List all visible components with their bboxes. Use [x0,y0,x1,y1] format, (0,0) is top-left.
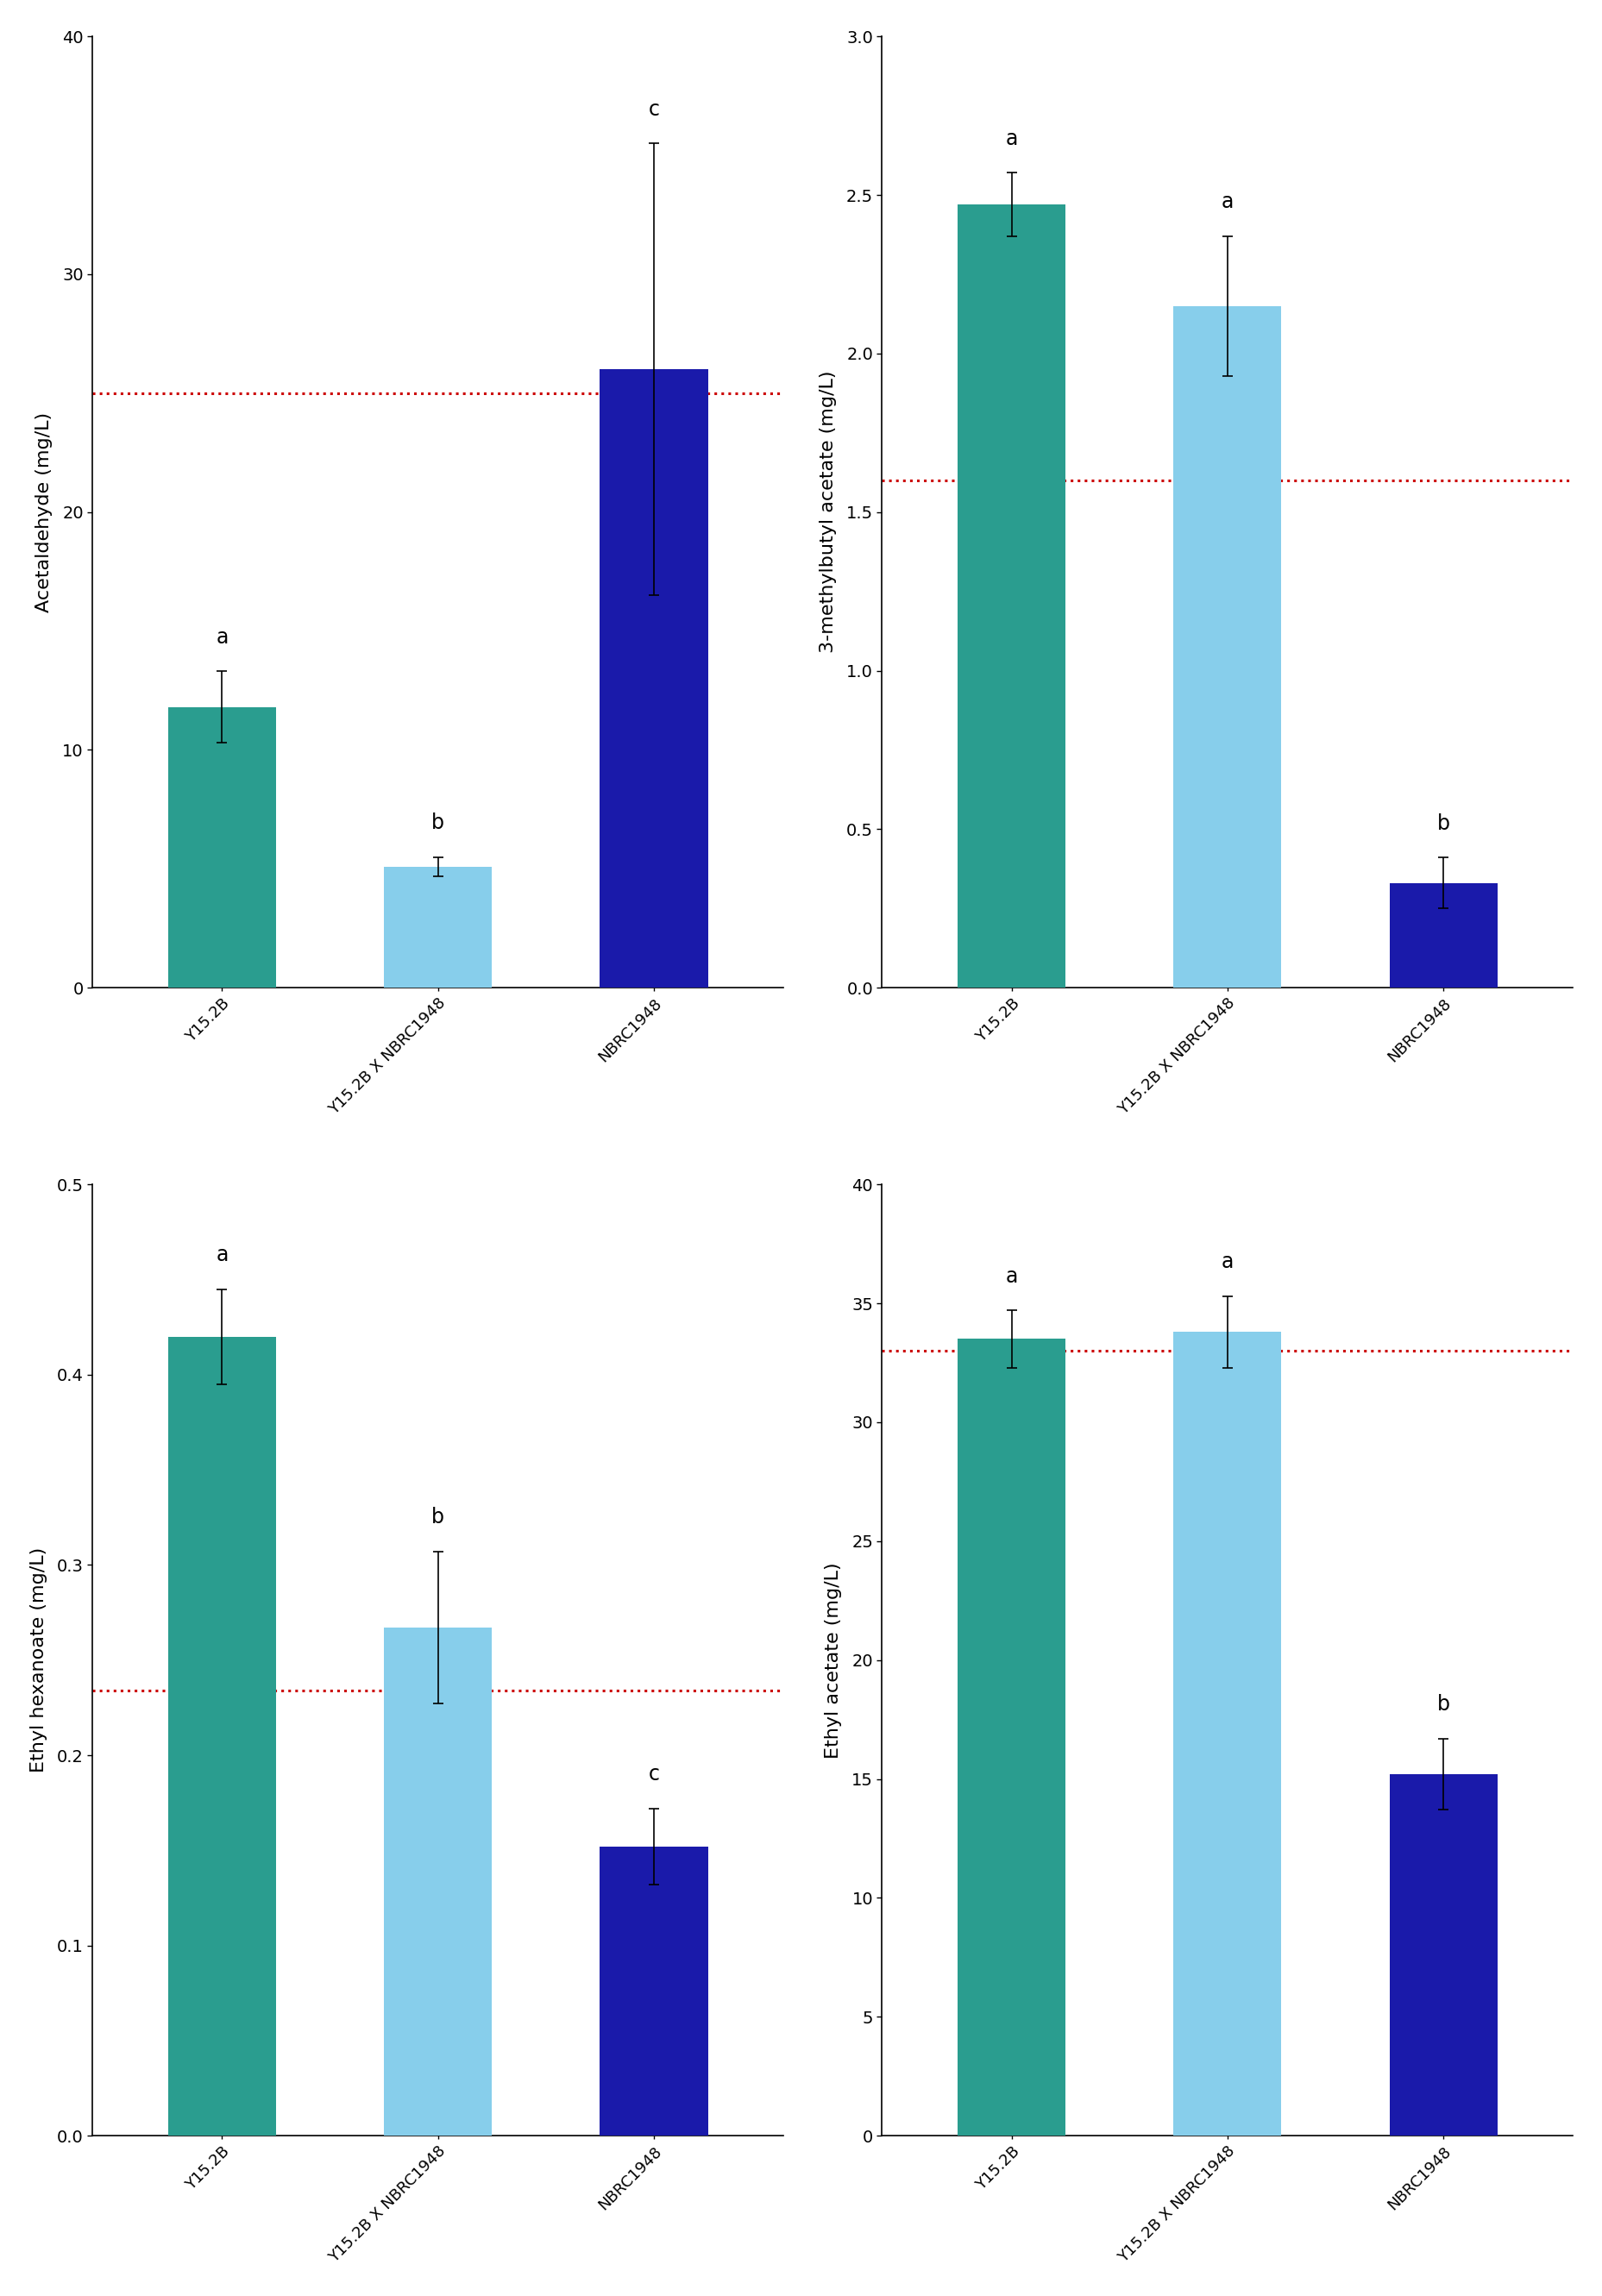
Bar [168,707,276,987]
Text: c: c [647,1763,658,1784]
Text: c: c [647,99,658,119]
Bar [168,1336,276,2135]
Y-axis label: Ethyl hexanoate (mg/L): Ethyl hexanoate (mg/L) [30,1548,46,1773]
Text: a: a [1004,129,1017,149]
Bar [599,370,708,987]
Text: b: b [431,1506,444,1527]
Bar [1173,1332,1280,2135]
Text: a: a [1221,191,1234,214]
Bar [956,1339,1065,2135]
Text: b: b [1435,813,1450,833]
Text: b: b [1435,1694,1450,1715]
Bar [599,1846,708,2135]
Text: b: b [431,813,444,833]
Y-axis label: Acetaldehyde (mg/L): Acetaldehyde (mg/L) [35,411,53,613]
Bar [384,1628,492,2135]
Bar [1173,305,1280,987]
Y-axis label: 3-methylbutyl acetate (mg/L): 3-methylbutyl acetate (mg/L) [819,372,836,654]
Bar [1389,884,1496,987]
Bar [956,204,1065,987]
Text: a: a [1221,1251,1234,1272]
Y-axis label: Ethyl acetate (mg/L): Ethyl acetate (mg/L) [825,1561,841,1759]
Text: a: a [216,627,227,647]
Text: a: a [1004,1265,1017,1286]
Bar [1389,1775,1496,2135]
Text: a: a [216,1244,227,1265]
Bar [384,866,492,987]
